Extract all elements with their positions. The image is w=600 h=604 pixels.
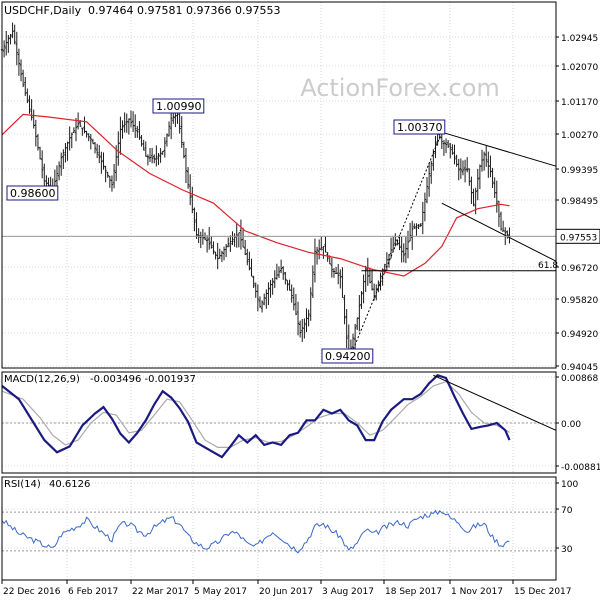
macd-signal-line [1,381,510,448]
axis-layer: 1.02945 1.02070 1.01170 1.00270 0.99395 0.984… [1,34,600,597]
x-tick-label: 3 Aug 2017 [322,587,374,597]
x-tick-label: 18 Sep 2017 [385,587,442,597]
rsi-y-tick-label: 30 [561,545,573,555]
price-y-tick-label: 1.00270 [561,131,598,141]
macd-title: MACD(12,26,9) [4,374,80,385]
price-y-tick-label: 0.99395 [561,166,598,176]
panel-frames [1,1,557,581]
price-annotation-label: 0.98600 [10,187,56,200]
rsi-title: RSI(14) [4,479,41,490]
price-annotation-label: 1.00990 [156,100,202,113]
fib-level-label: 61.8 [538,261,558,271]
price-y-tick-label: 0.95820 [561,296,598,306]
price-annotation-label: 0.94200 [325,350,371,363]
x-tick-label: 15 Dec 2017 [514,587,572,597]
macd-values: -0.003496 -0.001937 [90,374,196,385]
rsi-y-tick-label: 70 [561,506,573,516]
price-trendline [441,202,557,262]
price-y-tick-label: 0.94920 [561,330,598,340]
price-annotation-box [6,185,59,201]
x-tick-label: 1 Nov 2017 [451,587,503,597]
price-y-tick-label: 1.02070 [561,63,598,73]
macd-y-tick-label: 0.00 [561,420,581,430]
price-annotation-label: 1.00370 [397,121,443,134]
x-tick-label: 22 Dec 2016 [3,587,61,597]
price-trendline [441,131,557,167]
x-tick-label: 6 Feb 2017 [68,587,118,597]
macd-y-tick-label: 0.00868 [561,374,598,384]
price-y-tick-label: 0.94045 [561,363,598,373]
x-tick-label: 20 Jun 2017 [259,587,313,597]
price-y-tick-label: 0.96720 [561,264,598,274]
rsi-line [1,509,510,554]
sma-line [1,113,510,277]
price-y-tick-label: 0.98495 [561,197,598,207]
price-trendline [348,131,443,361]
price-annotation-box [152,98,205,114]
macd-trendline [433,374,557,431]
macd-panel-frame [1,371,557,474]
symbol-label: USDCHF,Daily [4,4,82,17]
plot-layer [0,22,557,554]
rsi-values: 40.6126 [49,479,90,490]
last-price-box [555,228,600,244]
price-annotation-box [321,348,374,364]
macd-y-tick-label: -0.008818 [561,463,600,473]
price-y-tick-label: 1.01170 [561,98,598,108]
price-panel-frame [1,1,557,369]
x-tick-label: 5 May 2017 [194,587,247,597]
rsi-panel-frame [1,476,557,581]
label-layer: 61.8 1.00990 0.98600 1.00370 0.94200 0.97553 [6,98,600,364]
ohlc-values: 0.97464 0.97581 0.97366 0.97553 [88,4,280,17]
rsi-y-tick-label: 100 [561,480,578,490]
price-y-tick-label: 1.02945 [561,34,598,44]
macd-line [1,374,511,459]
watermark: ActionForex.com [300,74,500,102]
price-annotation-box [393,119,446,135]
x-tick-label: 22 Mar 2017 [132,587,189,597]
last-price-label: 0.97553 [560,233,597,243]
